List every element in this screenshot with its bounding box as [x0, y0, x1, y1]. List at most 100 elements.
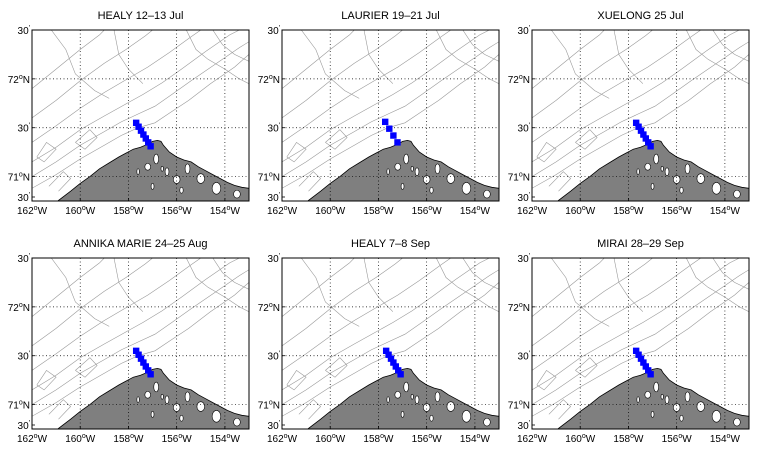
map-panel-3: XUELONG 25 Jul 162oW 160oW 158oW 156oW 154oW 3…: [508, 10, 750, 217]
map-frame: [531, 29, 750, 202]
lon-tick-label: 154oW: [710, 433, 741, 445]
lat-tick-label: 72oN: [508, 302, 530, 314]
bathymetry-contour: [282, 30, 403, 119]
map-panel-1: HEALY 12–13 Jul 162oW 160oW 158oW 156oW 154oW…: [8, 10, 250, 217]
lake: [172, 175, 181, 184]
land-mass: [57, 367, 249, 429]
station-marker: [381, 118, 389, 126]
bathymetry-contour: [301, 30, 360, 99]
bathymetry-contour: [436, 30, 499, 84]
station-marker: [642, 135, 650, 142]
bathymetry-contour: [712, 258, 749, 290]
bathymetry-contour: [282, 258, 451, 371]
station-marker: [132, 119, 140, 127]
bathymetry-contour: [282, 30, 355, 89]
lat-tick-label: 71oN: [8, 172, 30, 184]
bathymetry-contour: [32, 30, 153, 119]
station-marker: [640, 359, 647, 366]
lat-tick-label: 30': [518, 123, 530, 135]
lat-tick-label: 30': [268, 351, 280, 363]
land-mass: [557, 367, 749, 429]
bathymetry-contour: [363, 258, 394, 312]
bathymetry-contour: [613, 30, 644, 84]
lake: [422, 175, 431, 184]
lake: [153, 153, 159, 165]
bathymetry-contour: [282, 258, 403, 347]
bathymetry-contour: [532, 258, 740, 391]
bathymetry-contour: [532, 30, 605, 89]
lake: [636, 396, 640, 403]
map-frame: [31, 257, 250, 430]
panel-title: HEALY 12–13 Jul: [98, 10, 184, 22]
bathymetry-contour: [532, 41, 749, 177]
lake: [400, 183, 405, 190]
lat-tick-label: 71oN: [508, 400, 530, 412]
station-marker: [135, 123, 142, 130]
lake: [196, 401, 205, 412]
lon-tick-label: 158oW: [613, 205, 644, 217]
lake: [483, 417, 491, 427]
bathymetry-contour: [48, 399, 72, 420]
bathymetry-contour: [32, 258, 201, 371]
panel-title: LAURIER 19–21 Jul: [341, 10, 439, 22]
station-marker: [637, 127, 645, 134]
lat-tick-label: 71oN: [8, 400, 30, 412]
lake: [711, 410, 722, 423]
bathymetry-contour: [551, 258, 610, 327]
station-marker: [145, 139, 152, 146]
lat-tick-label: 71oN: [258, 400, 280, 412]
bathymetry-contour: [32, 30, 201, 143]
bathymetry-contour: [282, 30, 451, 143]
station-marker: [632, 347, 640, 355]
station-marker: [640, 131, 647, 138]
map-panel-2: LAURIER 19–21 Jul 162oW 160oW 158oW 156oW 154…: [258, 10, 500, 217]
lake: [233, 189, 241, 199]
lake: [679, 415, 684, 422]
lon-tick-label: 154oW: [460, 433, 491, 445]
lat-tick-label: 30': [18, 253, 30, 265]
map-panel-6: MIRAI 28–29 Sep 162oW 160oW 158oW 156oW 154oW…: [508, 238, 750, 445]
station-marker: [642, 363, 650, 370]
lake: [684, 391, 691, 402]
station-marker: [132, 347, 140, 355]
station-marker: [137, 127, 145, 134]
lake: [150, 183, 155, 190]
lon-tick-label: 162oW: [517, 433, 548, 445]
bathymetry-contour: [32, 258, 240, 391]
lon-tick-label: 160oW: [565, 433, 596, 445]
lake: [461, 410, 472, 423]
lat-tick-label: 71oN: [508, 172, 530, 184]
lake: [636, 168, 640, 175]
bathymetry-contour: [548, 399, 572, 420]
lon-tick-label: 156oW: [662, 433, 693, 445]
lake: [179, 187, 184, 194]
lake: [429, 415, 434, 422]
lon-tick-label: 160oW: [65, 205, 96, 217]
bathymetry-contour: [532, 30, 740, 163]
lake: [429, 187, 434, 194]
lake: [672, 403, 681, 412]
lake: [422, 403, 431, 412]
lat-tick-label: 30': [268, 420, 280, 432]
bathymetry-contour: [212, 258, 249, 290]
station-marker: [635, 351, 642, 358]
bathymetry-contour: [32, 282, 249, 417]
lon-tick-label: 158oW: [113, 433, 144, 445]
lake: [650, 183, 655, 190]
map-frame: [31, 29, 250, 202]
station-marker: [397, 371, 404, 378]
map-frame: [281, 29, 500, 202]
lake: [184, 163, 191, 174]
bathymetry-contour: [575, 357, 598, 378]
bathymetry-contour: [32, 30, 105, 89]
station-marker: [386, 125, 393, 132]
bathymetry-contour: [113, 30, 144, 84]
lon-tick-label: 160oW: [315, 205, 346, 217]
lake: [434, 391, 441, 402]
bathymetry-contour: [298, 399, 322, 420]
bathymetry-contour: [462, 30, 499, 62]
bathymetry-contour: [32, 30, 240, 163]
lake: [160, 394, 164, 400]
bathymetry-contour: [282, 258, 355, 317]
